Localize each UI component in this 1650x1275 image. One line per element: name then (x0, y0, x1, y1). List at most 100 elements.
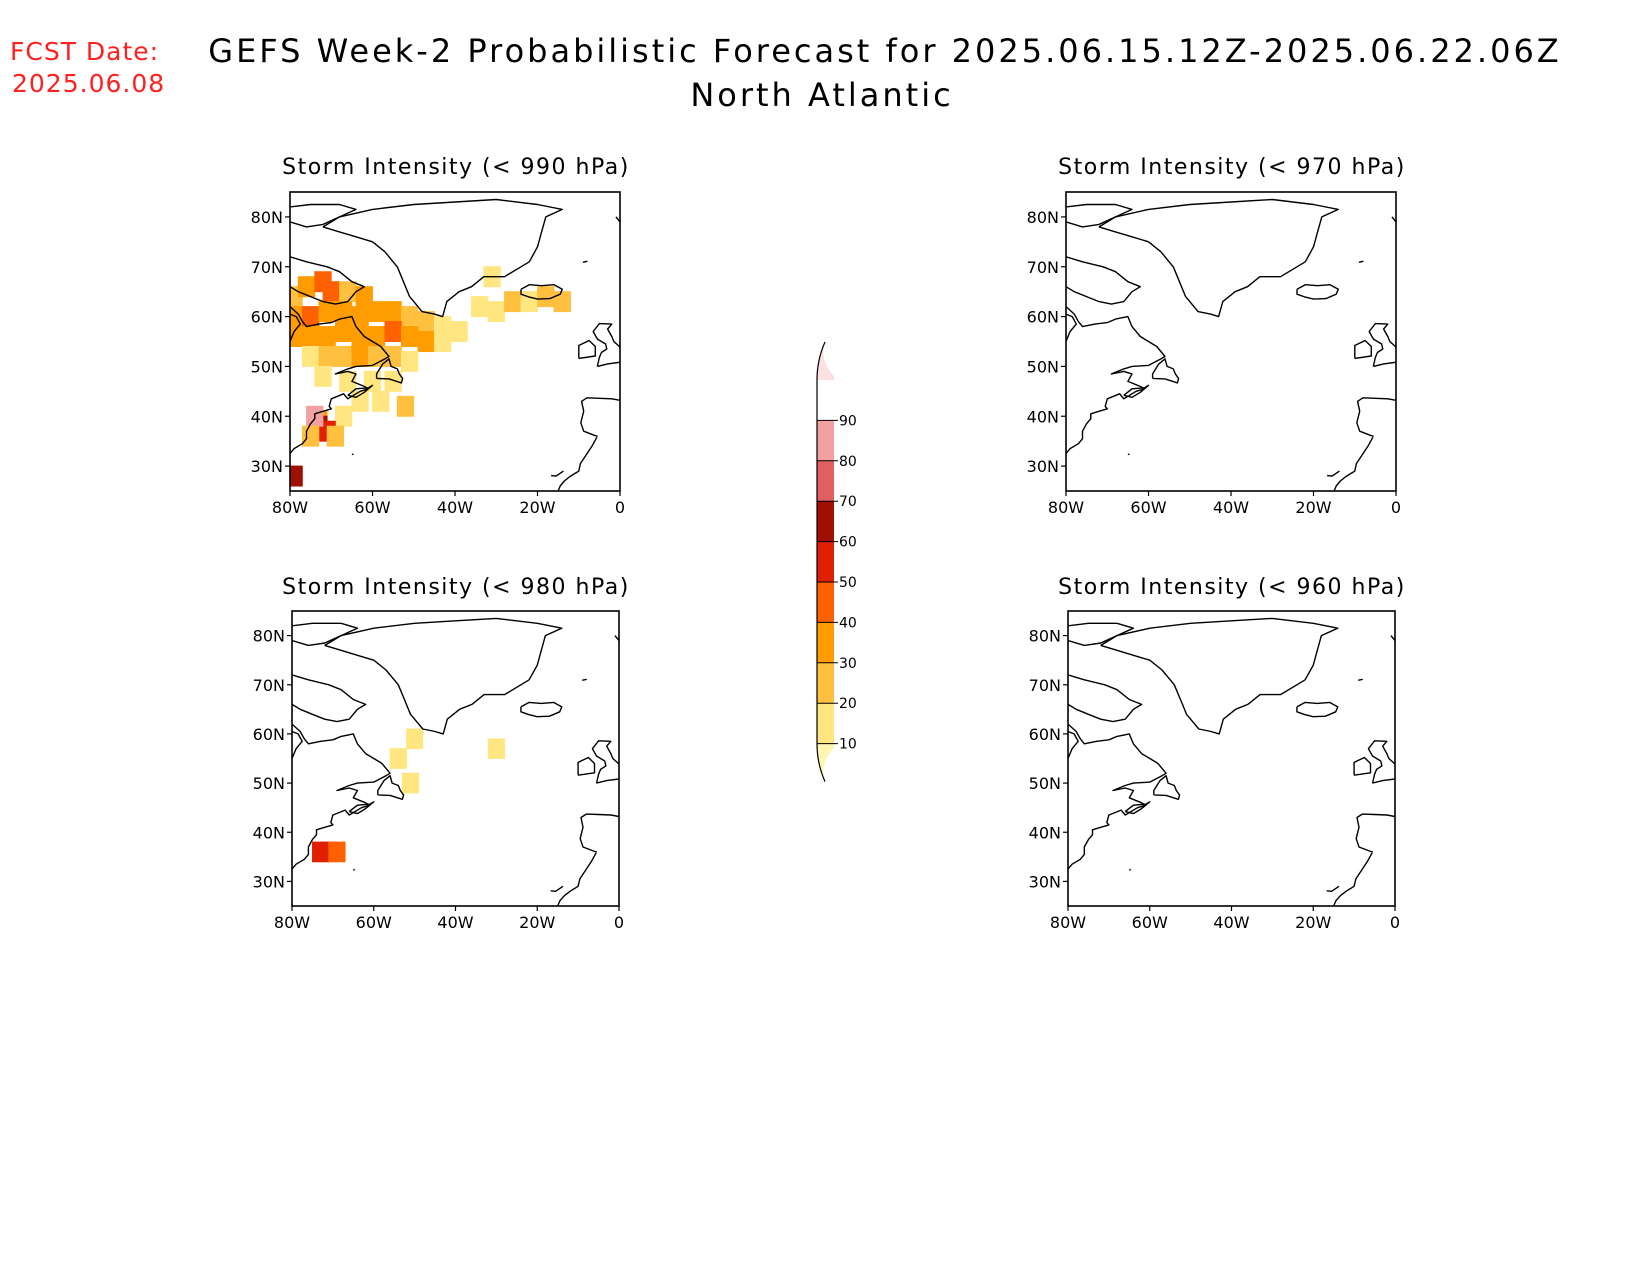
map-panel-980: 80W 60W 40W 20W 0 30N 40N 50N 60N 70N 80N (253, 610, 624, 932)
probability-cell (351, 326, 369, 347)
coastline-canaries (550, 885, 564, 892)
coastline-africa (1333, 852, 1373, 906)
x-tick-label: 20W (1295, 913, 1331, 932)
y-tick-label: 80N (253, 627, 285, 646)
colorbar-tick-label: 20 (839, 696, 857, 712)
colorbar-tick-label: 50 (839, 575, 857, 591)
colorbar-segment (817, 420, 834, 461)
probability-cell (326, 425, 345, 447)
probability-cell (384, 301, 402, 323)
coastline-nova-scotia (1124, 801, 1151, 815)
coastline-newfoundland (1151, 358, 1180, 384)
probability-cell (312, 841, 330, 863)
probability-cell (351, 306, 369, 328)
colorbar-bottom-arrow (816, 743, 826, 782)
y-tick-label: 60N (253, 725, 285, 744)
coastline-africa (557, 436, 598, 491)
x-tick-label: 40W (437, 498, 473, 517)
coastline-hudson (1066, 313, 1078, 342)
map-panels: 80W 60W 40W 20W 0 30N 40N 50N 60N 70N 80N 80W 60W 40W… (251, 191, 1401, 932)
coastline-hudson (1068, 730, 1079, 759)
colorbar-tick-label: 10 (839, 737, 857, 753)
map-panel-990: 80W 60W 40W 20W 0 30N 40N 50N 60N 70N 80N (251, 191, 625, 517)
x-tick-label: 60W (1130, 498, 1166, 517)
coastline-greenland (1100, 617, 1339, 735)
probability-cell (334, 345, 353, 367)
probability-cell (334, 321, 353, 342)
coastline-labrador (292, 723, 391, 870)
coastline-newfoundland (375, 358, 404, 384)
probability-cell (301, 425, 320, 447)
y-tick-label: 60N (1027, 308, 1059, 327)
probability-cell (450, 321, 468, 342)
coastline-canaries (551, 470, 564, 477)
coastline-hudson (292, 730, 303, 759)
probability-cell (328, 841, 346, 863)
colorbar-segment (817, 541, 834, 582)
x-tick-label: 0 (1391, 498, 1401, 517)
coastline-ellesmere (290, 203, 357, 228)
probability-cell (314, 365, 332, 387)
y-tick-label: 50N (1029, 774, 1061, 793)
y-tick-label: 60N (251, 308, 283, 327)
probability-cell (471, 296, 489, 318)
probability-cell (487, 301, 505, 323)
probability-cell (384, 321, 402, 342)
x-tick-label: 20W (519, 498, 555, 517)
coastline-newfoundland (1153, 775, 1181, 800)
coastlines (290, 198, 620, 491)
coastline-labrador (290, 306, 390, 455)
coastlines (1066, 198, 1396, 491)
page-subtitle: North Atlantic (690, 76, 953, 114)
x-tick-label: 80W (272, 498, 308, 517)
colorbar-tick-label: 80 (839, 454, 857, 470)
probability-cell (487, 738, 505, 759)
probability-cell (433, 331, 452, 352)
coastline-newfoundland (377, 775, 405, 800)
colorbar-top-arrow (816, 341, 826, 381)
probability-cell (520, 291, 538, 313)
probability-cell (553, 291, 571, 313)
coastline-iberia (1355, 813, 1395, 853)
x-tick-label: 80W (1048, 498, 1084, 517)
coastline-hudson (290, 313, 301, 342)
coastline-ellesmere (1068, 622, 1135, 647)
coastline-nova-scotia (1123, 384, 1150, 398)
probability-cell (297, 276, 316, 298)
probability-cell (290, 326, 303, 347)
colorbar-tick-label: 30 (839, 656, 857, 672)
probability-cell (301, 345, 320, 367)
coastline-ellesmere (1066, 203, 1133, 228)
y-tick-label: 70N (1029, 676, 1061, 695)
coastline-jan-mayen (582, 678, 587, 681)
coastline-canaries (1326, 885, 1340, 892)
probability-cell (318, 301, 336, 323)
coastline-ireland (1353, 756, 1372, 776)
probability-cell (322, 281, 340, 303)
probability-cell (334, 405, 353, 427)
probability-cell (367, 301, 386, 323)
probability-cell (400, 350, 419, 372)
coastline-greenland (324, 617, 563, 735)
panel-title-970: Storm Intensity (< 970 hPa) (1058, 155, 1406, 180)
y-tick-label: 40N (253, 823, 285, 842)
coastline-africa (1333, 436, 1374, 491)
probability-cell (351, 390, 369, 412)
probability-cell (400, 326, 419, 347)
y-tick-label: 30N (251, 457, 283, 476)
x-tick-label: 60W (1132, 913, 1168, 932)
x-tick-label: 80W (274, 913, 310, 932)
coastlines (1068, 617, 1395, 906)
coastline-jan-mayen (1358, 260, 1364, 263)
colorbar-segment (817, 743, 834, 782)
probability-shading (290, 266, 571, 487)
probability-cell (384, 345, 402, 367)
map-panel-960: 80W 60W 40W 20W 0 30N 40N 50N 60N 70N 80N (1029, 610, 1400, 932)
x-tick-label: 40W (437, 913, 473, 932)
coastline-iberia (580, 397, 620, 437)
coastline-greenland (1098, 198, 1340, 318)
colorbar-segment (817, 460, 834, 502)
y-tick-label: 70N (1027, 258, 1059, 277)
coastline-nova-scotia (347, 384, 374, 398)
